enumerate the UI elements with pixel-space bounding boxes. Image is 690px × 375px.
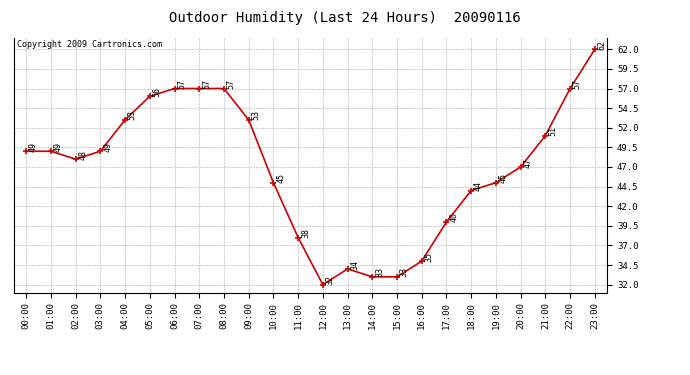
Text: 62: 62 bbox=[598, 40, 607, 50]
Text: 48: 48 bbox=[79, 150, 88, 160]
Text: 57: 57 bbox=[202, 79, 211, 89]
Text: 57: 57 bbox=[573, 79, 582, 89]
Text: 49: 49 bbox=[29, 142, 38, 152]
Text: 49: 49 bbox=[103, 142, 112, 152]
Text: 49: 49 bbox=[54, 142, 63, 152]
Text: 35: 35 bbox=[424, 252, 433, 262]
Text: 44: 44 bbox=[474, 181, 483, 191]
Text: 34: 34 bbox=[351, 260, 359, 270]
Text: 38: 38 bbox=[301, 228, 310, 238]
Text: 57: 57 bbox=[227, 79, 236, 89]
Text: 33: 33 bbox=[400, 267, 408, 278]
Text: 53: 53 bbox=[128, 111, 137, 120]
Text: Copyright 2009 Cartronics.com: Copyright 2009 Cartronics.com bbox=[17, 40, 161, 49]
Text: 53: 53 bbox=[251, 111, 260, 120]
Text: 47: 47 bbox=[524, 158, 533, 168]
Text: 32: 32 bbox=[326, 275, 335, 285]
Text: 45: 45 bbox=[276, 173, 285, 183]
Text: 40: 40 bbox=[449, 213, 458, 222]
Text: 51: 51 bbox=[548, 126, 557, 136]
Text: 33: 33 bbox=[375, 267, 384, 278]
Text: Outdoor Humidity (Last 24 Hours)  20090116: Outdoor Humidity (Last 24 Hours) 2009011… bbox=[169, 11, 521, 25]
Text: 45: 45 bbox=[499, 173, 508, 183]
Text: 56: 56 bbox=[152, 87, 161, 97]
Text: 57: 57 bbox=[177, 79, 186, 89]
